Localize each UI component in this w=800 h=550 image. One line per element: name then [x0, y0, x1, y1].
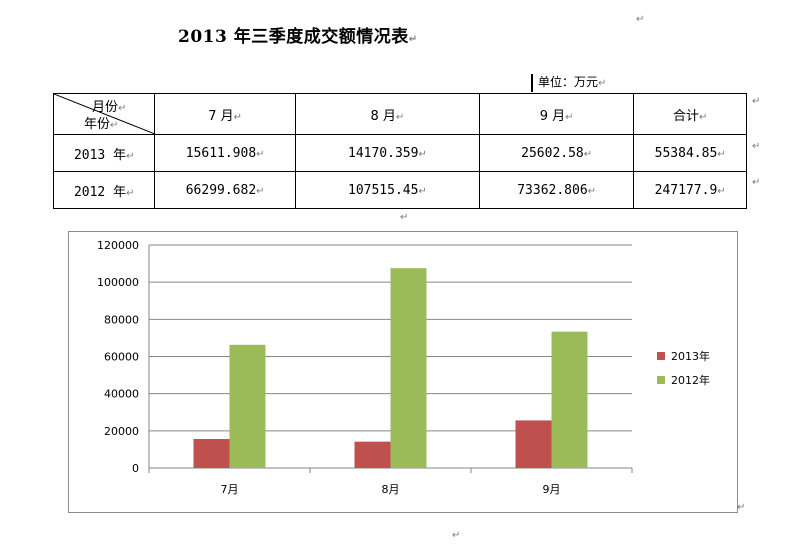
bar-2012	[229, 344, 266, 468]
paragraph-mark-icon: ↵	[598, 78, 607, 89]
y-tick-label: 0	[132, 462, 139, 475]
bar-chart: 0 20000 40000 60000 80000 100000 120000 7月 8月 9月 2…	[97, 239, 710, 496]
y-tick-label: 60000	[104, 351, 139, 364]
table-row: 2013 年↵ 15611.908↵ 14170.359↵ 25602.58↵ …	[52, 134, 747, 172]
row-year-cell: 2013 年↵	[52, 134, 156, 172]
paragraph-mark-icon: ↵	[752, 177, 761, 188]
header-cell: 9 月↵	[478, 93, 635, 135]
x-tick-label: 9月	[543, 483, 561, 496]
table-cell: 55384.85↵	[633, 134, 747, 172]
bar-2013	[515, 420, 552, 468]
table-cell: 14170.359↵	[294, 134, 480, 172]
page-title: 2013 年三季度成交额情况表↵	[178, 27, 418, 47]
paragraph-mark-icon: ↵	[737, 502, 746, 513]
legend-swatch	[657, 352, 665, 360]
paragraph-mark-icon: ↵	[752, 141, 761, 152]
unit-label: 单位：万元↵	[531, 74, 606, 92]
bar-2012	[390, 268, 427, 468]
row-year-cell: 2012 年↵	[52, 171, 156, 209]
corner-month-label: 月份↵	[92, 100, 127, 115]
paragraph-mark-icon: ↵	[408, 34, 418, 45]
table-cell: 25602.58↵	[478, 134, 635, 172]
chart-frame: 0 20000 40000 60000 80000 100000 120000 7月 8月 9月 2…	[68, 231, 738, 513]
sales-table: 月份↵ 年份↵ 7 月↵ 8 月↵ 9 月↵ 合计↵ 2013 年↵ 15611…	[52, 93, 747, 209]
paragraph-mark-icon: ↵	[636, 14, 645, 25]
table-cell: 73362.806↵	[478, 171, 635, 209]
y-tick-label: 20000	[104, 425, 139, 438]
y-tick-label: 80000	[104, 313, 139, 326]
y-tick-label: 120000	[97, 239, 139, 252]
bar-2012	[551, 331, 588, 468]
legend-entry: 2012年	[671, 373, 710, 387]
table-row: 2012 年↵ 66299.682↵ 107515.45↵ 73362.806↵…	[52, 171, 747, 209]
table-cell: 247177.9↵	[633, 171, 747, 209]
diagonal-line	[54, 94, 155, 134]
paragraph-mark-icon: ↵	[452, 530, 461, 541]
paragraph-mark-icon: ↵	[752, 96, 761, 107]
corner-year-label: 年份↵	[84, 117, 119, 132]
header-cell: 7 月↵	[154, 93, 296, 135]
legend-entry: 2013年	[671, 349, 710, 363]
table-header-row: 月份↵ 年份↵ 7 月↵ 8 月↵ 9 月↵ 合计↵	[52, 93, 747, 135]
bar-2013	[193, 438, 230, 468]
bar-2013	[354, 441, 391, 468]
table-cell: 107515.45↵	[294, 171, 480, 209]
y-tick-label: 40000	[104, 388, 139, 401]
table-cell: 15611.908↵	[154, 134, 296, 172]
header-cell: 8 月↵	[294, 93, 480, 135]
x-tick-label: 8月	[382, 483, 400, 496]
y-tick-label: 100000	[97, 276, 139, 289]
table-cell: 66299.682↵	[154, 171, 296, 209]
header-cell: 合计↵	[633, 93, 747, 135]
paragraph-mark-icon: ↵	[400, 212, 409, 223]
x-tick-label: 7月	[221, 483, 239, 496]
legend-swatch	[657, 376, 665, 384]
table-corner-cell: 月份↵ 年份↵	[52, 93, 156, 135]
